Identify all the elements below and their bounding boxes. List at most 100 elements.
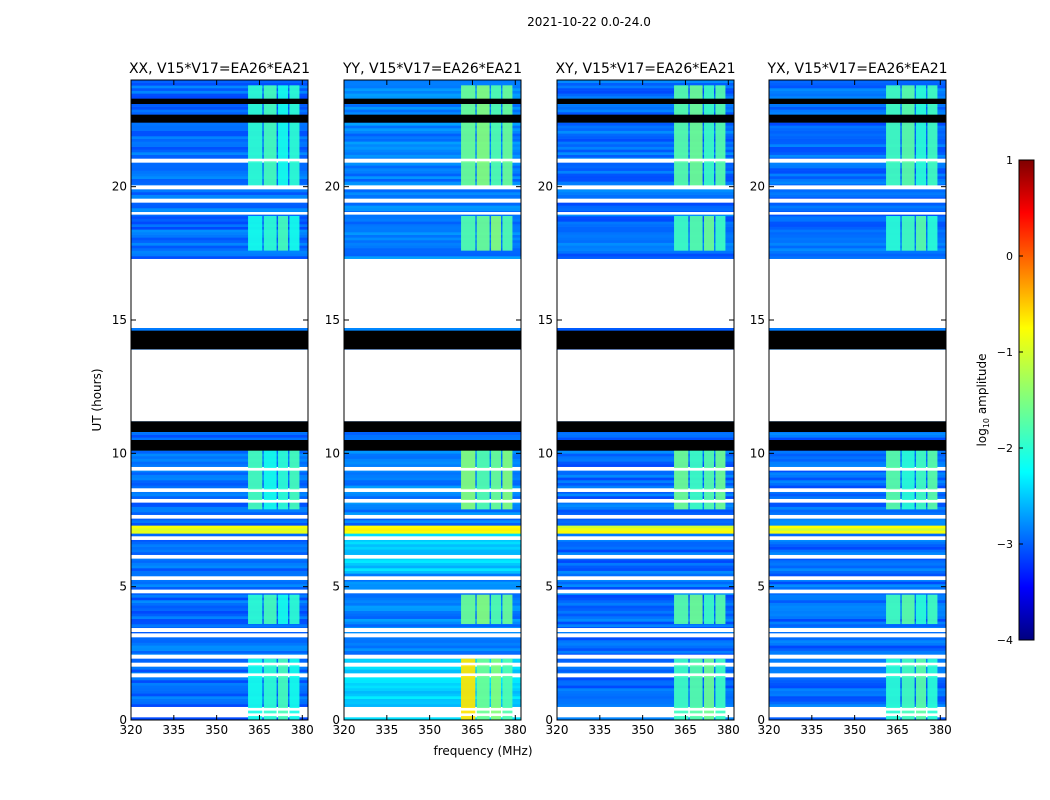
rfi-channel-block [476,594,490,624]
spectrogram-row [344,496,521,499]
spectrogram-row [344,717,521,721]
spectrogram-row [769,605,946,609]
spectrogram-row [344,685,521,689]
flagged-line [769,708,946,711]
spectrogram-row [131,474,308,478]
spectrogram-row [557,680,734,683]
spectrogram-row [344,146,521,150]
flagged-band [557,98,734,104]
spectrogram-row [131,698,308,702]
flagged-line [557,590,734,594]
x-tick-label: 320 [758,723,781,737]
spectrogram-row [131,232,308,235]
rfi-channel-block [502,445,513,510]
flagged-line [769,185,946,188]
spectrogram-row [131,472,308,475]
panel-title: XX, V15*V17=EA26*EA21 [129,61,310,77]
spectrogram-row [131,93,308,97]
spectrogram-row [344,506,521,510]
rfi-channel-block [689,445,703,510]
spectrogram-row [557,648,734,651]
x-tick-label: 380 [504,723,527,737]
spectrogram-row [769,517,946,521]
spectrogram-row [769,557,946,561]
spectrogram-row [344,597,521,601]
spectrogram-row [344,562,521,566]
spectrogram-row [769,600,946,603]
spectrogram-row [344,541,521,545]
spectrogram-row [557,490,734,494]
rfi-channel-block [715,445,726,510]
spectrogram-row [557,226,734,230]
spectrogram-row [769,221,946,225]
spectrogram-row [557,218,734,222]
spectrogram-row [769,176,946,179]
spectrogram-row [131,621,308,625]
spectrogram-row [344,472,521,475]
spectrogram-row [769,504,946,507]
spectrogram-row [557,109,734,113]
spectrogram-row [557,642,734,646]
flagged-line [131,577,308,580]
rfi-channel-block [715,594,726,624]
spectrogram-row [557,133,734,137]
x-tick-label: 320 [333,723,356,737]
spectrogram-row [769,192,946,195]
spectrogram-row [557,456,734,459]
y-axis-label: UT (hours) [90,368,104,431]
spectrogram-row [131,544,308,547]
spectrogram-row [557,213,734,217]
spectrogram-row [131,253,308,257]
spectrogram-row [769,512,946,515]
spectrogram-row [557,328,734,331]
y-tick-label: 5 [757,580,765,594]
y-tick-label: 15 [538,313,553,327]
rfi-channel-block [502,594,513,624]
rfi-channel-block [674,216,689,251]
spectrogram-row [557,245,734,249]
flagged-line [131,673,308,676]
rfi-channel-block [248,216,263,251]
spectrogram-row [344,205,521,209]
spectrogram-row [131,482,308,486]
rfi-channel-block [278,445,289,510]
rfi-channel-block [289,445,300,510]
spectrogram-row [769,96,946,99]
spectrogram-row [769,616,946,619]
spectrogram-row [769,152,946,155]
spectrogram-row [131,165,308,169]
spectrogram-row [557,573,734,577]
spectrogram-row [557,453,734,457]
spectrogram-row [769,666,946,670]
spectrogram-row [131,192,308,195]
colorbar-tick-label: 1 [1006,154,1013,167]
panel-yx: YX, V15*V17=EA26*EA21 320 335 350 365 380 0 5 10… [750,61,952,737]
spectrogram-row [344,456,521,459]
spectrogram-row [131,138,308,142]
colorbar-label-tail: amplitude [975,354,989,418]
flagged-band [344,114,521,123]
spectrogram-row [344,490,521,494]
spectrogram-row [131,149,308,153]
rfi-channel-block [263,85,277,187]
flagged-line [344,185,521,188]
spectrogram-row [131,562,308,566]
spectrogram-row [557,538,734,542]
flagged-line [769,212,946,215]
rfi-channel-block [916,85,927,187]
y-tick-label: 20 [112,180,127,194]
spectrogram-row [131,688,308,691]
rfi-channel-block [901,216,915,251]
rfi-channel-block [916,594,927,624]
spectrogram-row [769,560,946,563]
spectrogram-row [131,477,308,481]
spectrogram-row [131,90,308,94]
spectrogram-row [344,152,521,155]
spectrogram-row [769,106,946,110]
spectrogram-row [557,168,734,171]
spectrogram-row [344,458,521,462]
spectrogram-row [769,90,946,94]
spectrogram-row [344,96,521,99]
spectrogram-row [131,152,308,155]
x-axis-label: frequency (MHz) [433,744,532,758]
